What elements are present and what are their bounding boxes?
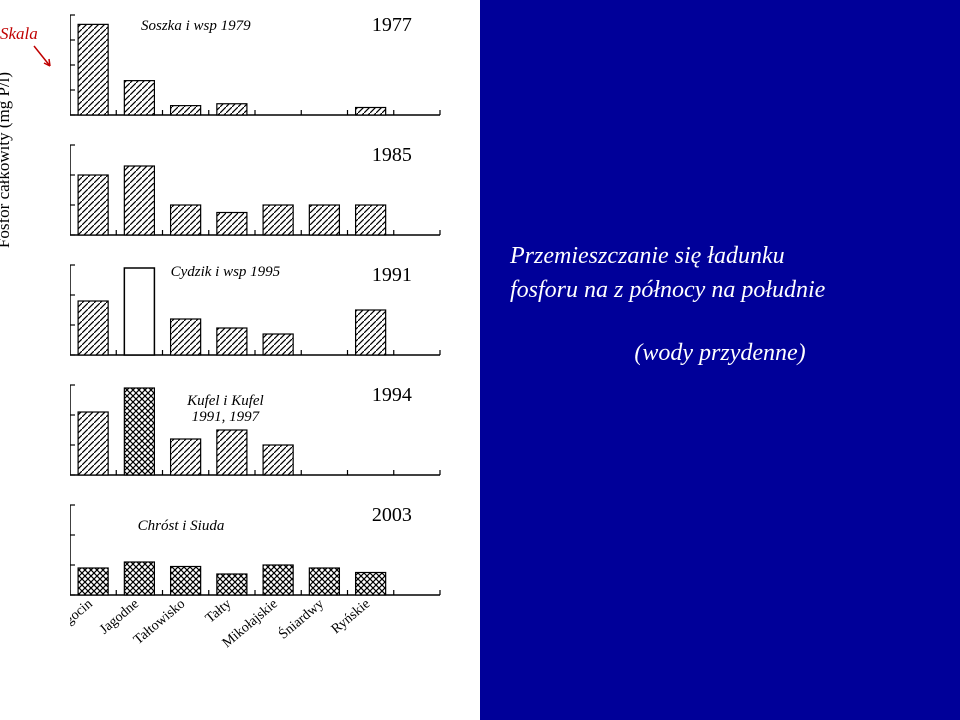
svg-text:1994: 1994 xyxy=(372,384,412,406)
svg-text:Niegocin: Niegocin xyxy=(70,597,96,641)
svg-text:Tałty: Tałty xyxy=(203,597,235,627)
chart-panel-3: 0,00,20,40,6Kufel i Kufel1991, 19971994 xyxy=(70,375,470,490)
svg-text:1985: 1985 xyxy=(372,144,412,166)
skala-label: Skala xyxy=(0,24,38,44)
y-axis-label: Fosfor całkowity (mg P/l) xyxy=(0,60,14,260)
chart-panel-4: 0,00,20,40,6Chróst i Siuda2003NiegocinJa… xyxy=(70,495,470,700)
svg-text:Kufel i Kufel: Kufel i Kufel xyxy=(186,393,264,409)
charts-area: Skala Fosfor całkowity (mg P/l) 0,00,40,… xyxy=(0,0,480,720)
chart-panel-1: 0,00,20,40,61985 xyxy=(70,135,470,250)
svg-text:Cydzik i wsp 1995: Cydzik i wsp 1995 xyxy=(171,264,281,280)
commentary-line-1: Przemieszczanie się ładunku xyxy=(510,240,930,274)
commentary-text: Przemieszczanie się ładunku fosforu na z… xyxy=(510,240,930,371)
svg-text:1977: 1977 xyxy=(372,14,412,36)
svg-text:Soszka i wsp 1979: Soszka i wsp 1979 xyxy=(141,18,251,34)
svg-text:2003: 2003 xyxy=(372,504,412,526)
chart-panel-0: 0,00,40,81,21,6Soszka i wsp 19791977 xyxy=(70,5,470,130)
svg-text:Jagodne: Jagodne xyxy=(97,597,142,638)
svg-text:1991, 1997: 1991, 1997 xyxy=(192,409,261,425)
svg-text:Śniardwy: Śniardwy xyxy=(275,595,327,643)
svg-text:1991: 1991 xyxy=(372,264,412,286)
commentary-line-2: fosforu na z północy na południe xyxy=(510,274,930,308)
skala-arrow-icon xyxy=(30,44,54,74)
commentary-line-3: (wody przydenne) xyxy=(510,337,930,371)
svg-text:Ryńskie: Ryńskie xyxy=(329,597,373,638)
svg-text:Tałtowisko: Tałtowisko xyxy=(131,597,188,648)
svg-text:Chróst i Siuda: Chróst i Siuda xyxy=(138,518,225,534)
chart-panel-2: 0,00,20,40,6Cydzik i wsp 19951991 xyxy=(70,255,470,370)
commentary-panel: Przemieszczanie się ładunku fosforu na z… xyxy=(480,0,960,720)
